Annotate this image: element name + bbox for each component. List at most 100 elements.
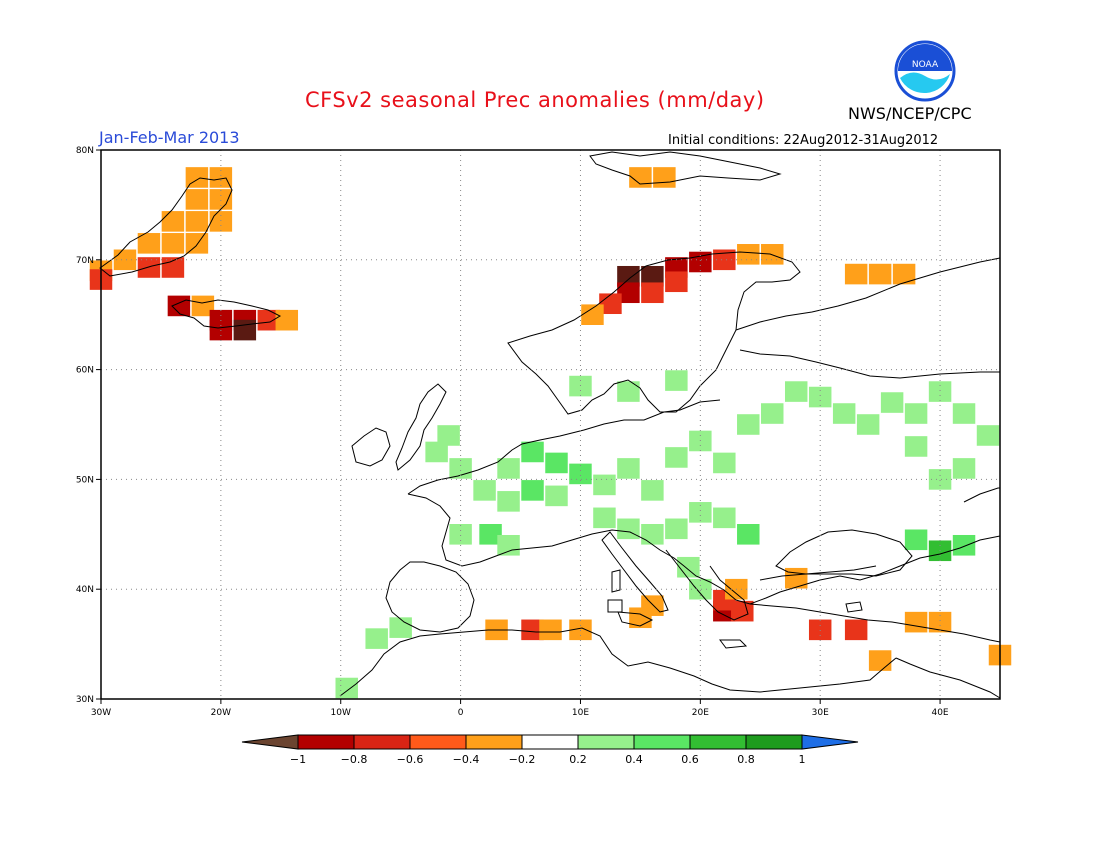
anomaly-cell bbox=[665, 447, 688, 468]
anomaly-cell bbox=[161, 233, 185, 254]
lat-tick-label: 30N bbox=[76, 695, 94, 705]
anomaly-cell bbox=[617, 381, 640, 402]
anomaly-cell bbox=[335, 677, 358, 699]
anomaly-cell bbox=[713, 452, 736, 474]
map-title: CFSv2 seasonal Prec anomalies (mm/day) bbox=[305, 88, 765, 112]
anomaly-cell bbox=[808, 386, 832, 408]
anomaly-cell bbox=[737, 414, 760, 435]
anomaly-cell bbox=[629, 167, 652, 188]
anomaly-cell bbox=[497, 458, 520, 479]
mediterranean-islands bbox=[607, 569, 863, 649]
anomaly-cell bbox=[665, 370, 688, 391]
anomaly-cell bbox=[892, 263, 916, 285]
anomaly-cell bbox=[689, 578, 712, 600]
anomaly-cell bbox=[473, 480, 496, 501]
lat-tick-label: 40N bbox=[76, 585, 94, 595]
greenland-coast bbox=[99, 177, 233, 277]
iberia-coast bbox=[385, 561, 475, 633]
anomaly-cell bbox=[521, 619, 544, 641]
anomaly-cell bbox=[425, 441, 448, 463]
anomaly-cell bbox=[641, 595, 664, 616]
legend-swatch bbox=[689, 734, 747, 750]
anomaly-cell bbox=[808, 619, 832, 641]
anomaly-cell bbox=[569, 463, 592, 485]
legend-tick-label: 1 bbox=[799, 753, 806, 766]
anomaly-cell bbox=[617, 518, 640, 540]
continental-coast bbox=[407, 399, 1001, 605]
legend-tick-label: −0.4 bbox=[453, 753, 480, 766]
anomaly-cell bbox=[928, 611, 952, 633]
anomaly-cell bbox=[952, 403, 976, 424]
anomaly-cell bbox=[521, 480, 544, 501]
legend-swatch bbox=[577, 734, 635, 750]
british-isles-coast bbox=[351, 383, 447, 471]
anomaly-cell bbox=[976, 425, 1000, 446]
italy-coast bbox=[601, 531, 669, 627]
legend-tick-label: −1 bbox=[290, 753, 306, 766]
anomaly-cell bbox=[185, 167, 209, 188]
anomaly-cell bbox=[928, 469, 952, 490]
anomaly-cell bbox=[880, 392, 904, 413]
anomaly-cell bbox=[689, 502, 712, 523]
legend-swatch bbox=[633, 734, 691, 750]
anomaly-cell bbox=[365, 628, 388, 649]
anomaly-cells-layer bbox=[89, 167, 1012, 699]
legend-swatch bbox=[521, 734, 579, 750]
anomaly-cell bbox=[952, 458, 976, 479]
anomaly-cell bbox=[641, 480, 664, 501]
anomaly-cell bbox=[545, 452, 568, 474]
season-label: Jan-Feb-Mar 2013 bbox=[99, 128, 240, 147]
anomaly-cell bbox=[737, 524, 760, 545]
legend-arrow-high bbox=[801, 734, 859, 750]
anomaly-cell bbox=[497, 491, 520, 512]
anomaly-cell bbox=[653, 167, 676, 188]
anomaly-cell bbox=[784, 567, 808, 589]
legend-swatch bbox=[465, 734, 523, 750]
anomaly-cell bbox=[185, 211, 209, 232]
north-africa-coast bbox=[339, 627, 1001, 699]
anomaly-cell bbox=[137, 257, 161, 278]
turkey-coast bbox=[749, 565, 1001, 643]
color-legend: −1 −0.8 −0.6 −0.4 −0.2 0.2 0.4 0.6 0.8 1 bbox=[241, 734, 859, 766]
legend-tick-label: −0.6 bbox=[397, 753, 424, 766]
anomaly-cell bbox=[868, 263, 892, 285]
lat-tick-label: 70N bbox=[76, 256, 94, 266]
anomaly-cell bbox=[737, 244, 760, 265]
legend-tick-label: −0.2 bbox=[509, 753, 536, 766]
axis-ticks-layer: 30W 20W 10W 0 10E 20E 30E 40E 80N 70N 60N 50N 40N 30N bbox=[76, 146, 949, 718]
anomaly-cell bbox=[497, 534, 520, 556]
scandinavia-coast bbox=[507, 251, 801, 415]
organization-label: NWS/NCEP/CPC bbox=[848, 104, 972, 123]
anomaly-cell bbox=[832, 403, 856, 424]
lon-tick-label: 20E bbox=[692, 708, 709, 718]
finland-russia-coast bbox=[735, 257, 1001, 379]
anomaly-cell bbox=[665, 518, 688, 540]
lon-tick-label: 10E bbox=[572, 708, 589, 718]
map-frame bbox=[100, 149, 1001, 700]
anomaly-cell bbox=[137, 233, 161, 254]
lon-tick-label: 30E bbox=[812, 708, 829, 718]
anomaly-cell bbox=[617, 282, 640, 304]
balkans-coast bbox=[665, 549, 749, 621]
anomaly-cell bbox=[569, 375, 592, 397]
lat-tick-label: 80N bbox=[76, 146, 94, 156]
anomaly-cell bbox=[731, 600, 754, 622]
coastlines-layer bbox=[99, 151, 1001, 699]
anomaly-cell bbox=[521, 441, 544, 463]
anomaly-cell bbox=[904, 611, 928, 633]
anomaly-cell bbox=[928, 381, 952, 402]
black-sea-coast bbox=[775, 529, 913, 577]
lon-tick-label: 40E bbox=[931, 708, 948, 718]
lon-tick-label: 20W bbox=[211, 708, 231, 718]
anomaly-cell bbox=[185, 189, 209, 210]
iceland-coast bbox=[171, 299, 282, 329]
legend-arrow-low bbox=[241, 734, 299, 750]
anomaly-cell bbox=[844, 263, 868, 285]
anomaly-cell bbox=[641, 524, 664, 545]
anomaly-cell bbox=[617, 458, 640, 479]
legend-swatch bbox=[409, 734, 467, 750]
svalbard-coast bbox=[589, 151, 782, 185]
anomaly-cell bbox=[904, 436, 928, 457]
initial-conditions-label: Initial conditions: 22Aug2012-31Aug2012 bbox=[668, 133, 939, 148]
